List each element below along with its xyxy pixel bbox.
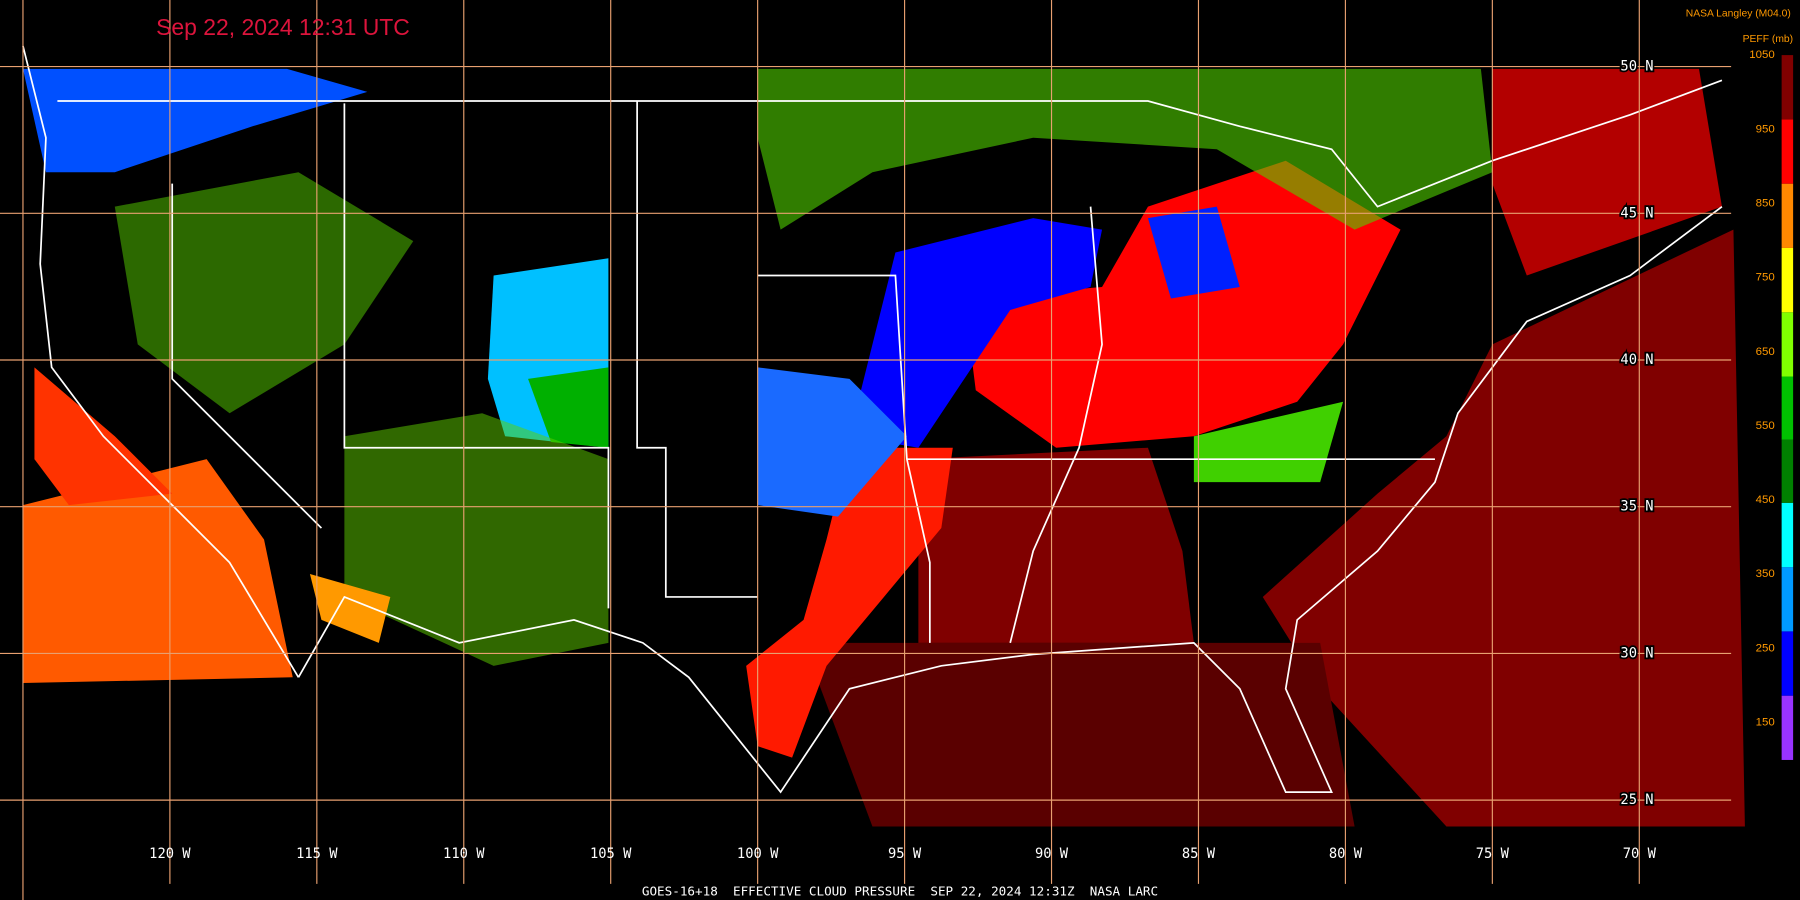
colorbar-tick-label: 950 xyxy=(1756,123,1775,135)
latitude-label: 25 N xyxy=(1620,792,1653,808)
colorbar-tick-label: 450 xyxy=(1756,494,1775,506)
source-label: NASA Langley (M04.0) xyxy=(1686,9,1791,20)
colorbar-tick-label: 850 xyxy=(1756,197,1775,209)
colorbar-title: PEFF (mb) xyxy=(1743,34,1794,45)
latitude-label: 45 N xyxy=(1620,205,1653,221)
latitude-label: 30 N xyxy=(1620,645,1653,661)
footer: GOES-16+18 EFFECTIVE CLOUD PRESSURE SEP … xyxy=(642,883,1158,898)
longitude-label: 110 W xyxy=(443,846,485,862)
longitude-label: 95 W xyxy=(888,846,922,862)
latitude-label: 40 N xyxy=(1620,352,1653,368)
longitude-label: 105 W xyxy=(590,846,632,862)
timestamp: Sep 22, 2024 12:31 UTC xyxy=(156,14,410,40)
longitude-label: 70 W xyxy=(1623,846,1657,862)
longitude-label: 80 W xyxy=(1329,846,1363,862)
longitude-label: 75 W xyxy=(1476,846,1510,862)
longitude-label: 85 W xyxy=(1182,846,1216,862)
colorbar-tick-label: 550 xyxy=(1756,420,1775,432)
longitude-label: 90 W xyxy=(1035,846,1069,862)
colorbar-tick-label: 350 xyxy=(1756,568,1775,580)
latitude-label: 50 N xyxy=(1620,59,1653,75)
colorbar-tick-label: 150 xyxy=(1756,717,1775,729)
boundaries xyxy=(22,45,1723,794)
cloud-field xyxy=(22,68,1745,827)
colorbar: 1050100095090085080075070065060055050045… xyxy=(1749,49,1794,760)
graticule: 50 N 45 N 40 N 35 N 30 N 25 N 120 W 115 W 110 W 1… xyxy=(0,0,1732,900)
colorbar-tick-label: 750 xyxy=(1756,272,1775,284)
longitude-label: 115 W xyxy=(296,846,338,862)
longitude-label: 120 W xyxy=(149,846,191,862)
colorbar-tick-label: 650 xyxy=(1756,346,1775,358)
colorbar-tick-label: 1050 xyxy=(1749,49,1775,61)
latitude-label: 35 N xyxy=(1620,499,1653,515)
longitude-label: 100 W xyxy=(737,846,779,862)
colorbar-tick-label: 250 xyxy=(1756,642,1775,654)
